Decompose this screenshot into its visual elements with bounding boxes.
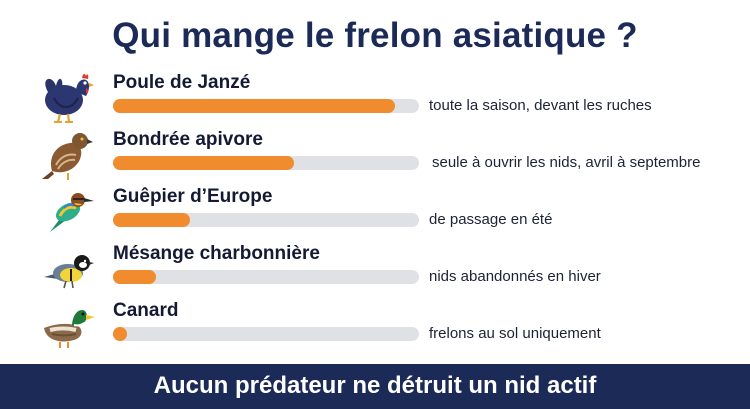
predator-name: Guêpier d’Europe (113, 186, 273, 207)
bar-track (113, 99, 419, 113)
honey-buzzard-icon (38, 127, 98, 183)
bar-fill (113, 270, 156, 284)
duck-icon (38, 298, 98, 354)
predator-note: toute la saison, devant les ruches (429, 97, 652, 114)
bar-fill (113, 99, 395, 113)
bar-track (113, 327, 419, 341)
bar-fill (113, 327, 127, 341)
bar-track (113, 156, 419, 170)
predator-name: Poule de Janzé (113, 72, 251, 93)
footer-text: Aucun prédateur ne détruit un nid actif (153, 372, 597, 399)
predator-row-bondree: Bondrée apivore seule à ouvrir les nids,… (0, 129, 750, 189)
footer-banner: Aucun prédateur ne détruit un nid actif (0, 364, 750, 409)
predator-note: de passage en été (429, 211, 553, 228)
bar-fill (113, 213, 190, 227)
predator-row-mesange: Mésange charbonnière nids abandonnés en … (0, 243, 750, 303)
predator-name: Bondrée apivore (113, 129, 263, 150)
bee-eater-icon (38, 184, 98, 240)
chicken-icon (38, 70, 98, 126)
predator-name: Mésange charbonnière (113, 243, 320, 264)
great-tit-icon (38, 241, 98, 297)
predator-row-canard: Canard frelons au sol uniquement (0, 300, 750, 360)
chart-title: Qui mange le frelon asiatique ? (112, 16, 638, 55)
predator-note: seule à ouvrir les nids, avril à septemb… (432, 154, 701, 171)
predator-row-guepier: Guêpier d’Europe de passage en été (0, 186, 750, 246)
predator-row-poule: Poule de Janzé toute la saison, devant l… (0, 72, 750, 132)
bar-track (113, 213, 419, 227)
predator-note: nids abandonnés en hiver (429, 268, 601, 285)
predator-name: Canard (113, 300, 179, 321)
bar-fill (113, 156, 294, 170)
bar-track (113, 270, 419, 284)
predator-note: frelons au sol uniquement (429, 325, 601, 342)
